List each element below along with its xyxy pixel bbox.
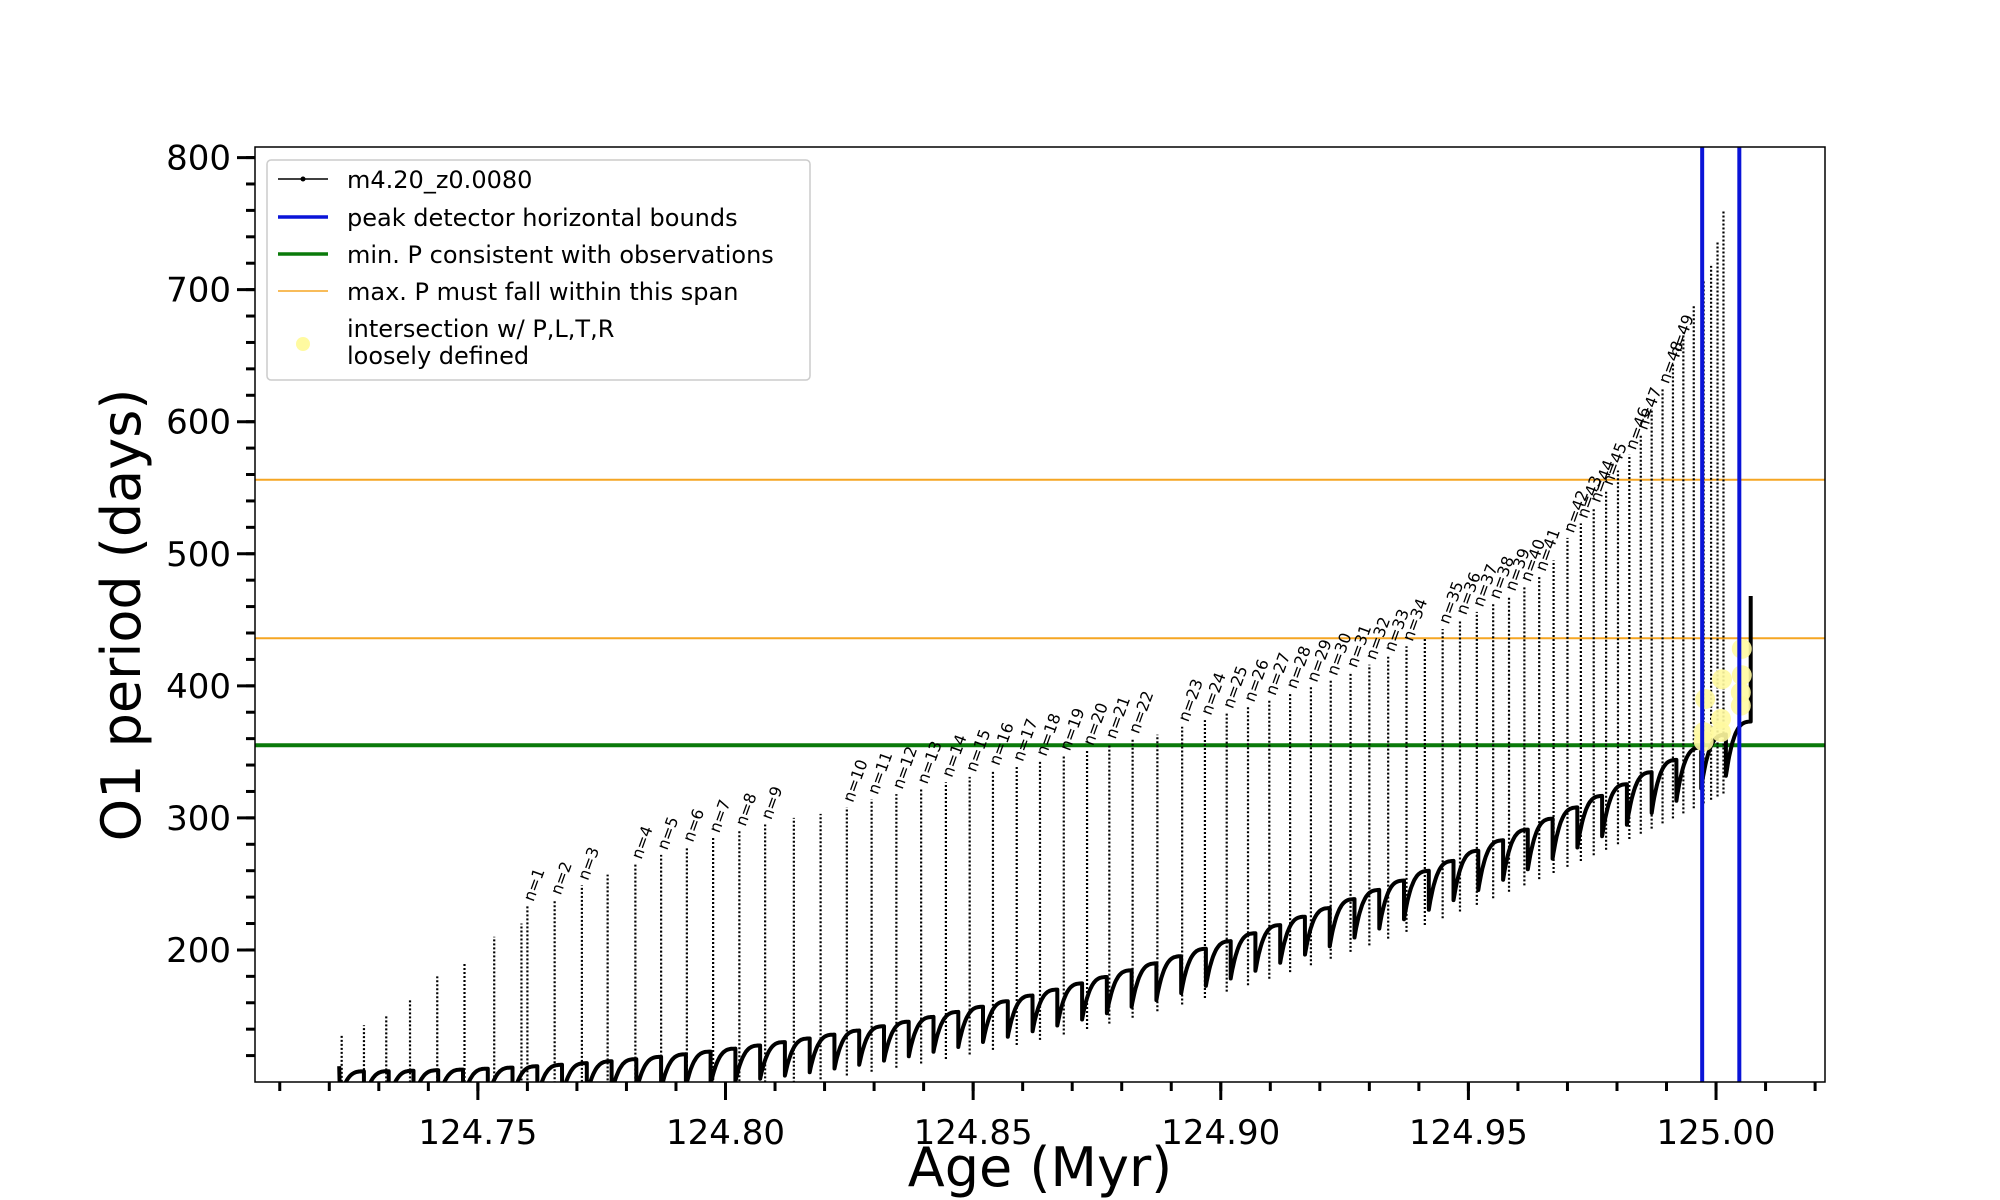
- x-axis-ticks: 124.75 124.80 124.85 124.90 124.95 125.00: [278, 1082, 1817, 1153]
- legend-label-track: m4.20_z0.0080: [347, 166, 532, 194]
- intersection-point: [1731, 638, 1752, 659]
- x-tick-label: 124.75: [418, 1113, 537, 1153]
- peak-detector-bounds: [1700, 147, 1742, 1082]
- x-tick-label: 124.85: [914, 1113, 1033, 1153]
- y-tick-label: 700: [166, 271, 231, 311]
- x-tick-label: 124.95: [1409, 1113, 1528, 1153]
- legend-handle-track-dot: [300, 176, 306, 182]
- legend: m4.20_z0.0080 peak detector horizontal b…: [266, 159, 811, 381]
- legend-label-min-period: min. P consistent with observations: [347, 241, 774, 269]
- y-tick-label: 800: [166, 139, 231, 179]
- legend-label-intersection: intersection w/ P,L,T,R: [347, 315, 614, 343]
- x-tick-label: 124.90: [1161, 1113, 1280, 1153]
- x-axis-label: Age (Myr): [908, 1136, 1173, 1199]
- legend-box: [266, 159, 811, 381]
- y-tick-label: 500: [166, 535, 231, 575]
- reference-lines: [255, 478, 1825, 748]
- intersection-point: [1711, 669, 1732, 690]
- legend-handle-intersection: [296, 337, 310, 351]
- legend-label-bounds: peak detector horizontal bounds: [347, 204, 738, 232]
- y-tick-label: 400: [166, 667, 231, 707]
- y-tick-label: 600: [166, 403, 231, 443]
- intersection-point: [1695, 689, 1716, 710]
- y-tick-label: 200: [166, 931, 231, 971]
- legend-label-max-span: max. P must fall within this span: [347, 278, 738, 306]
- legend-label-intersection-line2: loosely defined: [347, 342, 529, 370]
- y-tick-label: 300: [166, 799, 231, 839]
- track-line: [337, 596, 1753, 1082]
- y-axis-label: O1 period (days): [90, 389, 153, 842]
- plot-frame: [254, 146, 1826, 1083]
- pulse-track: [337, 210, 1753, 1082]
- intersection-point: [1731, 665, 1752, 686]
- x-tick-label: 125.00: [1657, 1113, 1776, 1153]
- y-axis-ticks: 200 300 400 500 600 700 800: [166, 139, 255, 1058]
- x-tick-label: 124.80: [666, 1113, 785, 1153]
- intersection-point: [1710, 708, 1731, 729]
